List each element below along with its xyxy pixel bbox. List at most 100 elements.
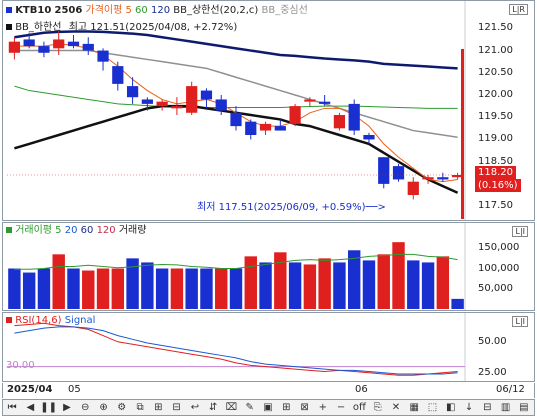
volume-bar[interactable]: [96, 268, 110, 310]
toolbar-button-icon[interactable]: ▥: [500, 402, 511, 413]
candle-body[interactable]: [186, 86, 198, 113]
volume-bar[interactable]: [407, 260, 420, 309]
volume-bar[interactable]: [141, 262, 154, 309]
toolbar-button-icon[interactable]: ⊟: [172, 402, 181, 413]
candle-body[interactable]: [23, 39, 35, 47]
candle-body[interactable]: [82, 43, 94, 51]
volume-bar[interactable]: [67, 268, 80, 310]
volume-bar[interactable]: [303, 264, 317, 309]
volume-bar[interactable]: [421, 262, 435, 309]
candle-body[interactable]: [112, 66, 124, 84]
volume-bar[interactable]: [362, 260, 376, 309]
volume-bar[interactable]: [333, 262, 346, 309]
toolbar-button-icon[interactable]: ↓: [464, 402, 474, 413]
candle-body[interactable]: [245, 121, 257, 135]
candle-body[interactable]: [363, 135, 375, 140]
volume-bar[interactable]: [155, 268, 169, 310]
volume-bar[interactable]: [451, 298, 464, 309]
legend-ma120[interactable]: 120: [150, 5, 171, 16]
volume-bar[interactable]: [288, 262, 302, 309]
candle-body[interactable]: [97, 50, 109, 62]
toolbar-button-icon[interactable]: ⧉: [136, 402, 144, 413]
toolbar-button-icon[interactable]: ⚙: [117, 402, 127, 413]
volume-scale-button[interactable]: L|I: [512, 226, 528, 237]
legend-bb-upper[interactable]: BB_상한선(20,2,c): [173, 5, 259, 16]
toolbar-button-icon[interactable]: ⊠: [300, 402, 309, 413]
volume-bar[interactable]: [318, 258, 331, 309]
candle-body[interactable]: [333, 115, 346, 129]
toolbar-button-icon[interactable]: ⊕: [99, 402, 108, 413]
volume-bar[interactable]: [436, 256, 450, 309]
candle-body[interactable]: [38, 46, 50, 53]
volume-bar[interactable]: [215, 268, 228, 310]
legend-bb-lower[interactable]: BB_하한선: [15, 22, 62, 33]
candle-body[interactable]: [289, 106, 301, 124]
candle-body[interactable]: [422, 177, 434, 180]
volume-bar[interactable]: [37, 268, 51, 310]
toolbar-button-icon[interactable]: ⊖: [81, 402, 90, 413]
volume-bar[interactable]: [392, 242, 405, 309]
candle-body[interactable]: [259, 123, 272, 131]
legend-bb-mid[interactable]: BB_중심선: [261, 5, 308, 16]
volume-bar[interactable]: [82, 270, 95, 309]
toolbar-button-icon[interactable]: ◧: [446, 402, 456, 413]
rsi-scale-button[interactable]: L|I: [512, 316, 528, 327]
legend-ma5[interactable]: 가격이평 5: [85, 5, 132, 16]
candle-body[interactable]: [392, 166, 405, 180]
candle-body[interactable]: [348, 103, 360, 131]
legend-vol-ma20[interactable]: 20: [64, 225, 78, 236]
candle-body[interactable]: [304, 99, 316, 102]
scale-toggle-button[interactable]: L|R: [509, 4, 528, 15]
toolbar-button-icon[interactable]: ▤: [519, 402, 529, 413]
legend-volume[interactable]: 거래량: [118, 225, 147, 236]
toolbar-button-icon[interactable]: ⇵: [208, 402, 218, 413]
candle-body[interactable]: [437, 177, 449, 180]
price-pane[interactable]: KTB10 2506 가격이평 5 60 120 BB_상한선(20,2,c) …: [2, 0, 535, 221]
legend-vol-ma5[interactable]: 거래이평 5: [15, 225, 62, 236]
toolbar-button-icon[interactable]: ⎘: [373, 402, 382, 413]
rsi-chart[interactable]: [3, 313, 534, 381]
toolbar-button-icon[interactable]: +: [318, 402, 328, 413]
toolbar-button-icon[interactable]: ⊞: [282, 402, 291, 413]
candle-body[interactable]: [319, 101, 331, 104]
candle-body[interactable]: [171, 106, 183, 109]
toolbar-button-icon[interactable]: ⬚: [427, 402, 438, 413]
candle-body[interactable]: [230, 112, 242, 127]
toolbar-button-icon[interactable]: ✎: [245, 402, 254, 413]
legend-vol-ma60[interactable]: 60: [80, 225, 94, 236]
volume-pane[interactable]: 거래이평 5 20 60 120 거래량 L|I 150,000 100,000 5…: [2, 222, 535, 311]
price-chart[interactable]: [3, 1, 534, 220]
legend-ma60[interactable]: 60: [135, 5, 148, 16]
toolbar-button-icon[interactable]: ❚❚: [40, 402, 58, 413]
toolbar-button-icon[interactable]: ▦: [409, 402, 419, 413]
toolbar-button-icon[interactable]: ⊟: [483, 402, 492, 413]
volume-bar[interactable]: [185, 268, 198, 310]
candle-body[interactable]: [274, 126, 286, 131]
candle-body[interactable]: [126, 86, 139, 98]
candle-body[interactable]: [8, 41, 21, 53]
candle-body[interactable]: [407, 181, 419, 195]
candle-body[interactable]: [200, 90, 213, 100]
volume-bar[interactable]: [126, 258, 139, 309]
volume-bar[interactable]: [347, 250, 361, 309]
legend-signal[interactable]: Signal: [64, 315, 96, 326]
volume-bar[interactable]: [244, 256, 257, 309]
candle-body[interactable]: [53, 39, 65, 49]
volume-bar[interactable]: [8, 268, 21, 310]
volume-chart[interactable]: [3, 223, 534, 310]
volume-bar[interactable]: [170, 268, 184, 310]
toolbar-button-icon[interactable]: ✕: [391, 402, 401, 413]
volume-bar[interactable]: [200, 268, 213, 310]
toolbar-button-icon[interactable]: ▶: [63, 402, 71, 413]
volume-bar[interactable]: [111, 268, 125, 310]
volume-bar[interactable]: [259, 262, 272, 309]
candle-body[interactable]: [451, 175, 464, 178]
toolbar-button-icon[interactable]: off: [352, 402, 366, 413]
candle-body[interactable]: [378, 157, 390, 184]
volume-bar[interactable]: [274, 252, 287, 309]
volume-bar[interactable]: [377, 254, 390, 309]
toolbar-button-icon[interactable]: ▣: [263, 402, 273, 413]
candle-body[interactable]: [215, 99, 227, 111]
toolbar-button-icon[interactable]: ↩: [190, 402, 200, 413]
candle-body[interactable]: [141, 99, 153, 104]
